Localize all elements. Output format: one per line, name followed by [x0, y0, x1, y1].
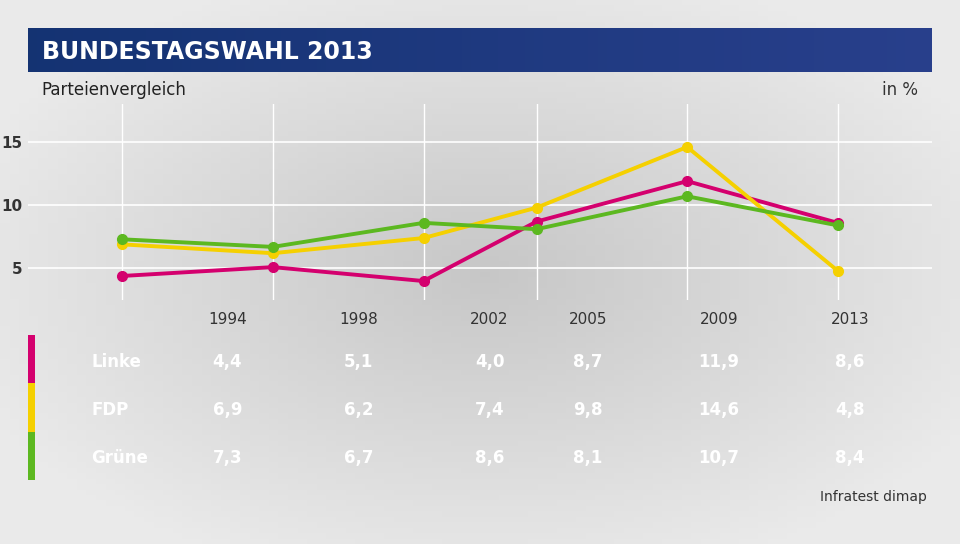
- Text: Parteienvergleich: Parteienvergleich: [41, 81, 186, 98]
- Bar: [28, 384, 36, 432]
- Bar: [28, 335, 36, 384]
- Text: in %: in %: [882, 81, 919, 98]
- Text: BUNDESTAGSWAHL 2013: BUNDESTAGSWAHL 2013: [41, 40, 372, 64]
- Text: 4,4: 4,4: [212, 353, 242, 370]
- Text: 8,6: 8,6: [475, 449, 504, 467]
- Text: Grüne: Grüne: [91, 449, 148, 467]
- Text: 2005: 2005: [568, 312, 607, 327]
- Text: FDP: FDP: [91, 401, 129, 419]
- Text: 6,7: 6,7: [344, 449, 373, 467]
- Text: 6,2: 6,2: [344, 401, 373, 419]
- Text: 14,6: 14,6: [699, 401, 739, 419]
- Text: 7,3: 7,3: [212, 449, 242, 467]
- Text: 2013: 2013: [830, 312, 870, 327]
- Text: 7,4: 7,4: [475, 401, 504, 419]
- Text: 8,6: 8,6: [835, 353, 865, 370]
- Text: 6,9: 6,9: [213, 401, 242, 419]
- Text: 8,4: 8,4: [835, 449, 865, 467]
- Text: Infratest dimap: Infratest dimap: [820, 490, 927, 504]
- Text: 9,8: 9,8: [573, 401, 603, 419]
- Text: 10,7: 10,7: [699, 449, 739, 467]
- Text: 8,7: 8,7: [573, 353, 603, 370]
- Text: 4,8: 4,8: [835, 401, 865, 419]
- Text: 1994: 1994: [208, 312, 247, 327]
- Text: Linke: Linke: [91, 353, 141, 370]
- Text: 8,1: 8,1: [573, 449, 603, 467]
- Text: 5,1: 5,1: [344, 353, 373, 370]
- Text: 1998: 1998: [339, 312, 378, 327]
- Text: 4,0: 4,0: [475, 353, 504, 370]
- Text: 2009: 2009: [700, 312, 738, 327]
- Text: 11,9: 11,9: [699, 353, 739, 370]
- Bar: [28, 432, 36, 480]
- Text: 2002: 2002: [470, 312, 509, 327]
